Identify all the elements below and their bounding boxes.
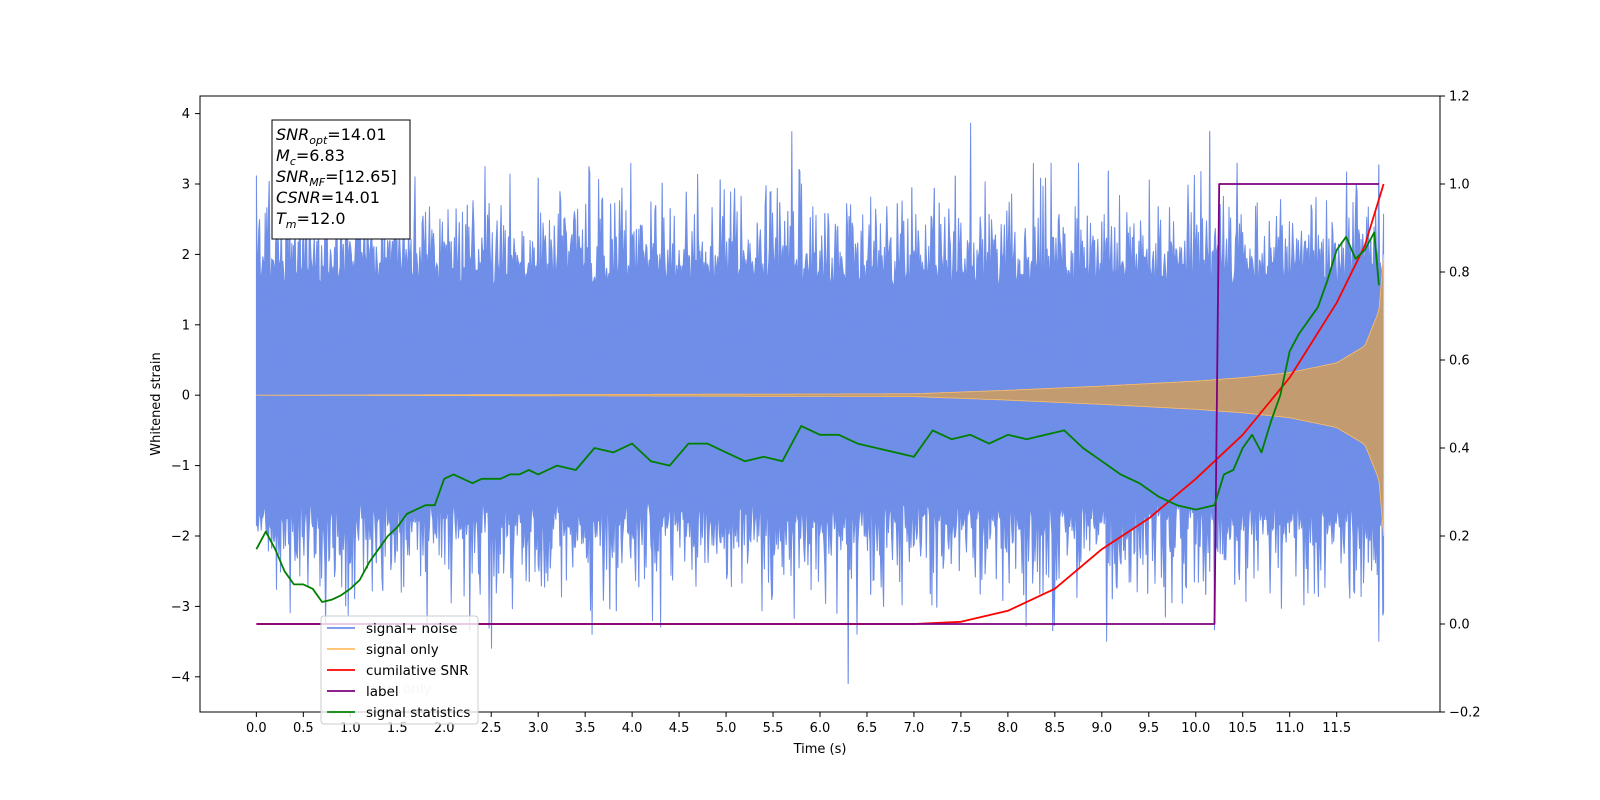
x-tick-label: 2.5 [481, 721, 502, 736]
info-line: CSNR=14.01 [276, 188, 380, 207]
y-left-tick-label: −1 [171, 459, 190, 474]
cumulative-snr-line [256, 183, 1385, 625]
info-symbol: SNR [276, 125, 309, 144]
x-tick-label: 8.5 [1045, 721, 1066, 736]
y-axis-right-ticks: 1.2 1.0 0.8 0.6 0.4 0.2 0.0 −0.2 [1440, 90, 1481, 721]
x-tick-label: 11.0 [1275, 721, 1304, 736]
x-tick-label: 5.5 [763, 721, 784, 736]
x-tick-label: 9.0 [1091, 721, 1112, 736]
x-axis-ticks: 0.0 0.5 1.0 1.5 2.0 2.5 3.0 3.5 4.0 4.5 5.0 5.5 6.0 6… [246, 712, 1351, 736]
x-tick-label: 7.5 [951, 721, 972, 736]
info-value: =12.0 [297, 209, 346, 228]
info-line: SNRMF=[12.65] [276, 167, 397, 189]
info-subscript: c [290, 155, 296, 168]
x-tick-label: 6.0 [810, 721, 831, 736]
info-box-frame [271, 119, 411, 240]
info-value: =6.83 [296, 146, 345, 165]
x-tick-label: 5.0 [716, 721, 737, 736]
signal-noise-line [256, 131, 1384, 684]
signal-statistics-line [255, 231, 1380, 603]
x-tick-label: 3.5 [575, 721, 596, 736]
y-right-tick-label: 1.0 [1449, 178, 1470, 193]
x-tick-label: 7.0 [904, 721, 925, 736]
legend-label: label [366, 684, 399, 700]
y-right-tick-label: 0.6 [1449, 354, 1470, 369]
info-box: SNRopt=14.01Mc=6.83SNRMF=[12.65]CSNR=14.… [271, 119, 411, 240]
x-tick-label: 6.5 [857, 721, 878, 736]
legend-label: signal only [366, 642, 439, 658]
y-left-tick-label: 0 [182, 389, 190, 404]
info-line: Mc=6.83 [276, 146, 345, 168]
y-right-tick-label: 1.2 [1449, 90, 1470, 105]
y-axis-label: Whitened strain [149, 352, 164, 455]
legend-frame [320, 615, 479, 725]
x-tick-label: 0.0 [246, 721, 267, 736]
y-right-tick-label: 0.8 [1449, 266, 1470, 281]
y-right-tick-label: 0.4 [1449, 442, 1470, 457]
info-symbol: T [276, 209, 287, 228]
info-symbol: SNR [276, 167, 309, 186]
info-value: =[12.65] [325, 167, 397, 186]
x-axis-label: Time (s) [793, 742, 847, 757]
y-left-tick-label: 2 [182, 248, 190, 263]
info-subscript: MF [309, 176, 325, 189]
x-tick-label: 10.5 [1228, 721, 1257, 736]
y-right-tick-label: −0.2 [1449, 706, 1481, 721]
info-value: =14.01 [321, 188, 380, 207]
x-tick-label: 10.0 [1181, 721, 1210, 736]
y-left-tick-label: 1 [182, 318, 190, 333]
x-tick-label: 2.0 [434, 721, 455, 736]
x-tick-label: 4.5 [669, 721, 690, 736]
legend-label: cumilative SNR [366, 663, 469, 679]
info-subscript: m [286, 218, 297, 231]
x-tick-label: 9.5 [1138, 721, 1159, 736]
y-left-tick-label: −4 [171, 670, 190, 685]
legend-label: signal+ noise [366, 621, 457, 637]
info-line: SNRopt=14.01 [276, 125, 387, 147]
signal-only-envelope [256, 254, 1384, 537]
y-left-tick-label: 4 [182, 107, 190, 122]
y-left-tick-label: −2 [171, 530, 190, 545]
y-left-tick-label: −3 [171, 600, 190, 615]
series-layer [255, 122, 1385, 684]
y-axis-left-ticks: 4 3 2 1 0 −1 −2 −3 −4 [171, 107, 200, 685]
y-right-tick-label: 0.0 [1449, 618, 1470, 633]
x-tick-label: 3.0 [528, 721, 549, 736]
legend-label: signal statistics [366, 705, 470, 721]
y-right-tick-label: 0.2 [1449, 530, 1470, 545]
x-tick-label: 1.0 [340, 721, 361, 736]
x-tick-label: 8.0 [998, 721, 1019, 736]
info-symbol: CSNR [276, 188, 321, 207]
info-subscript: opt [309, 134, 328, 147]
x-tick-label: 1.5 [387, 721, 408, 736]
info-value: =14.01 [327, 125, 386, 144]
x-tick-label: 4.0 [622, 721, 643, 736]
label-line [256, 183, 1379, 625]
x-tick-label: 0.5 [293, 721, 314, 736]
info-line: Tm=12.0 [276, 209, 346, 231]
y-left-tick-label: 3 [182, 178, 190, 193]
info-symbol: M [276, 146, 290, 165]
x-tick-label: 11.5 [1322, 721, 1351, 736]
